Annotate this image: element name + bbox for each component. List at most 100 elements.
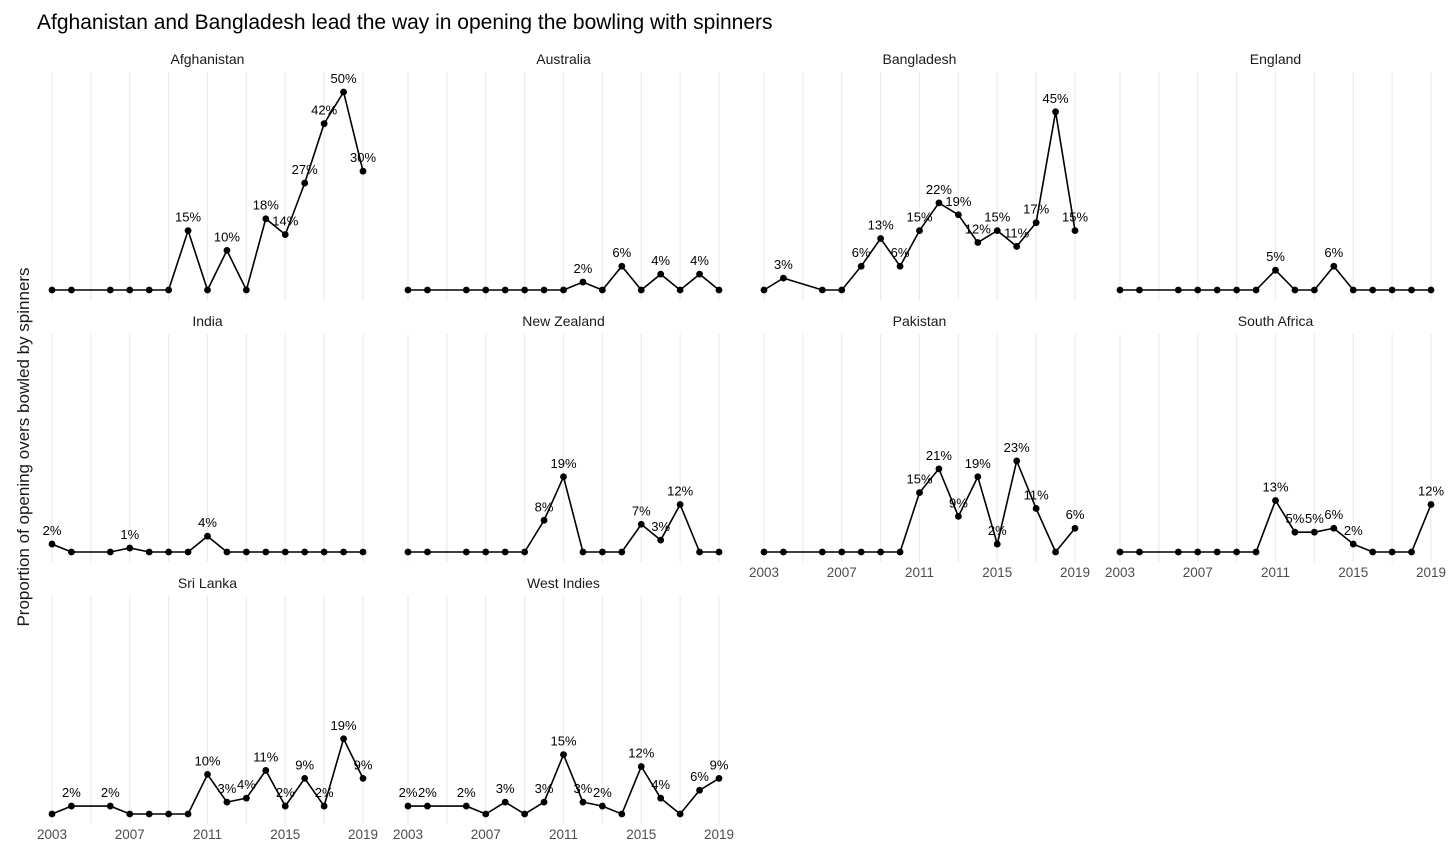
data-point <box>223 798 231 806</box>
data-point <box>126 810 134 818</box>
data-point <box>462 802 470 810</box>
data-point <box>935 199 943 207</box>
data-point <box>106 802 114 810</box>
facet-afghanistan: Afghanistan 15% 10% 18%14% 27% 42% 50% 30% <box>48 51 376 300</box>
x-tick-label: 2003 <box>393 827 423 842</box>
data-label: 15% <box>906 472 932 487</box>
data-point <box>1427 286 1435 294</box>
data-label: 22% <box>926 182 952 197</box>
data-point <box>1408 286 1415 294</box>
data-label: 15% <box>984 210 1010 225</box>
data-point <box>916 489 923 496</box>
data-point <box>1252 286 1260 294</box>
data-label: 30% <box>350 150 376 165</box>
x-tick-label: 2003 <box>37 827 67 842</box>
x-tick-label: 2007 <box>471 827 501 842</box>
data-point <box>242 794 250 802</box>
data-point <box>676 810 684 818</box>
data-point <box>184 810 192 818</box>
data-point <box>1272 497 1279 504</box>
data-label: 4% <box>198 515 217 530</box>
facet-panels: Afghanistan 15% 10% 18%14% 27% 42% 50% 30% Austr… <box>37 51 1446 842</box>
data-point <box>482 810 490 818</box>
data-point <box>1136 548 1143 556</box>
data-label: 12% <box>667 483 693 498</box>
data-point <box>954 211 962 219</box>
data-point <box>760 548 768 556</box>
data-point <box>501 798 509 806</box>
data-label: 19% <box>331 718 357 733</box>
data-label: 3% <box>574 781 593 796</box>
data-label: 11% <box>1004 225 1029 240</box>
data-point <box>760 286 768 294</box>
facet-label: India <box>192 313 223 329</box>
data-point <box>1369 548 1377 556</box>
data-label: 2% <box>399 785 418 800</box>
data-point <box>1174 548 1182 556</box>
data-point <box>877 235 885 242</box>
data-label: 3% <box>774 257 793 272</box>
data-point <box>68 548 75 556</box>
x-tick-label: 2019 <box>1416 565 1446 580</box>
chart-title: Afghanistan and Bangladesh lead the way … <box>37 11 773 34</box>
data-label: 27% <box>292 162 318 177</box>
facet-new-zealand: New Zealand 8% 19% 7%3% 12% <box>404 313 723 562</box>
data-point <box>145 810 153 818</box>
series-line <box>1120 264 1431 291</box>
data-point <box>68 286 75 294</box>
data-label: 12% <box>1418 483 1444 498</box>
data-label: 21% <box>926 448 952 463</box>
data-point <box>301 548 309 556</box>
data-point <box>1194 286 1202 294</box>
data-point <box>1052 108 1059 116</box>
data-label: 45% <box>1043 91 1069 106</box>
data-point <box>521 810 529 818</box>
x-tick-label: 2011 <box>905 565 934 580</box>
data-label: 1% <box>120 527 139 542</box>
data-label: 6% <box>1324 507 1343 522</box>
data-label: 7% <box>632 503 651 518</box>
data-label: 9% <box>295 757 314 772</box>
facet-label: Bangladesh <box>883 51 957 67</box>
data-point <box>1233 548 1241 556</box>
data-point <box>501 548 509 556</box>
data-label: 9% <box>354 757 373 772</box>
data-point <box>521 286 529 294</box>
data-label: 6% <box>1066 507 1085 522</box>
data-point <box>165 548 173 556</box>
data-point <box>404 286 412 294</box>
data-point <box>1272 266 1279 274</box>
data-label: 15% <box>1062 210 1088 225</box>
data-label: 2% <box>574 261 593 276</box>
data-label: 3% <box>218 781 237 796</box>
data-point <box>696 786 703 794</box>
facet-label: England <box>1250 51 1301 67</box>
data-point <box>780 548 787 556</box>
series-line <box>763 111 1076 291</box>
x-tick-label: 2011 <box>549 827 578 842</box>
data-point <box>560 286 567 294</box>
series-line <box>51 736 364 815</box>
data-label: 6% <box>690 769 709 784</box>
data-point <box>974 473 982 481</box>
facet-england: England 5% 6% <box>1116 51 1435 300</box>
data-point <box>598 286 606 294</box>
data-point <box>1213 286 1221 294</box>
data-point <box>1136 286 1143 294</box>
facet-bangladesh: Bangladesh3%6%13%6%15%22%19%12%15%11%17%… <box>760 51 1088 300</box>
data-point <box>618 810 626 818</box>
data-point <box>281 548 289 556</box>
data-point <box>106 286 114 294</box>
series-line <box>408 264 720 292</box>
data-label: 10% <box>214 229 240 244</box>
data-point <box>48 810 56 818</box>
data-point <box>48 540 56 548</box>
data-point <box>579 548 587 556</box>
series-line <box>51 535 363 553</box>
data-label: 2% <box>1344 523 1363 538</box>
data-label: 15% <box>175 210 201 225</box>
data-point <box>657 794 665 802</box>
data-point <box>462 548 470 556</box>
data-label: 5% <box>1266 249 1285 264</box>
